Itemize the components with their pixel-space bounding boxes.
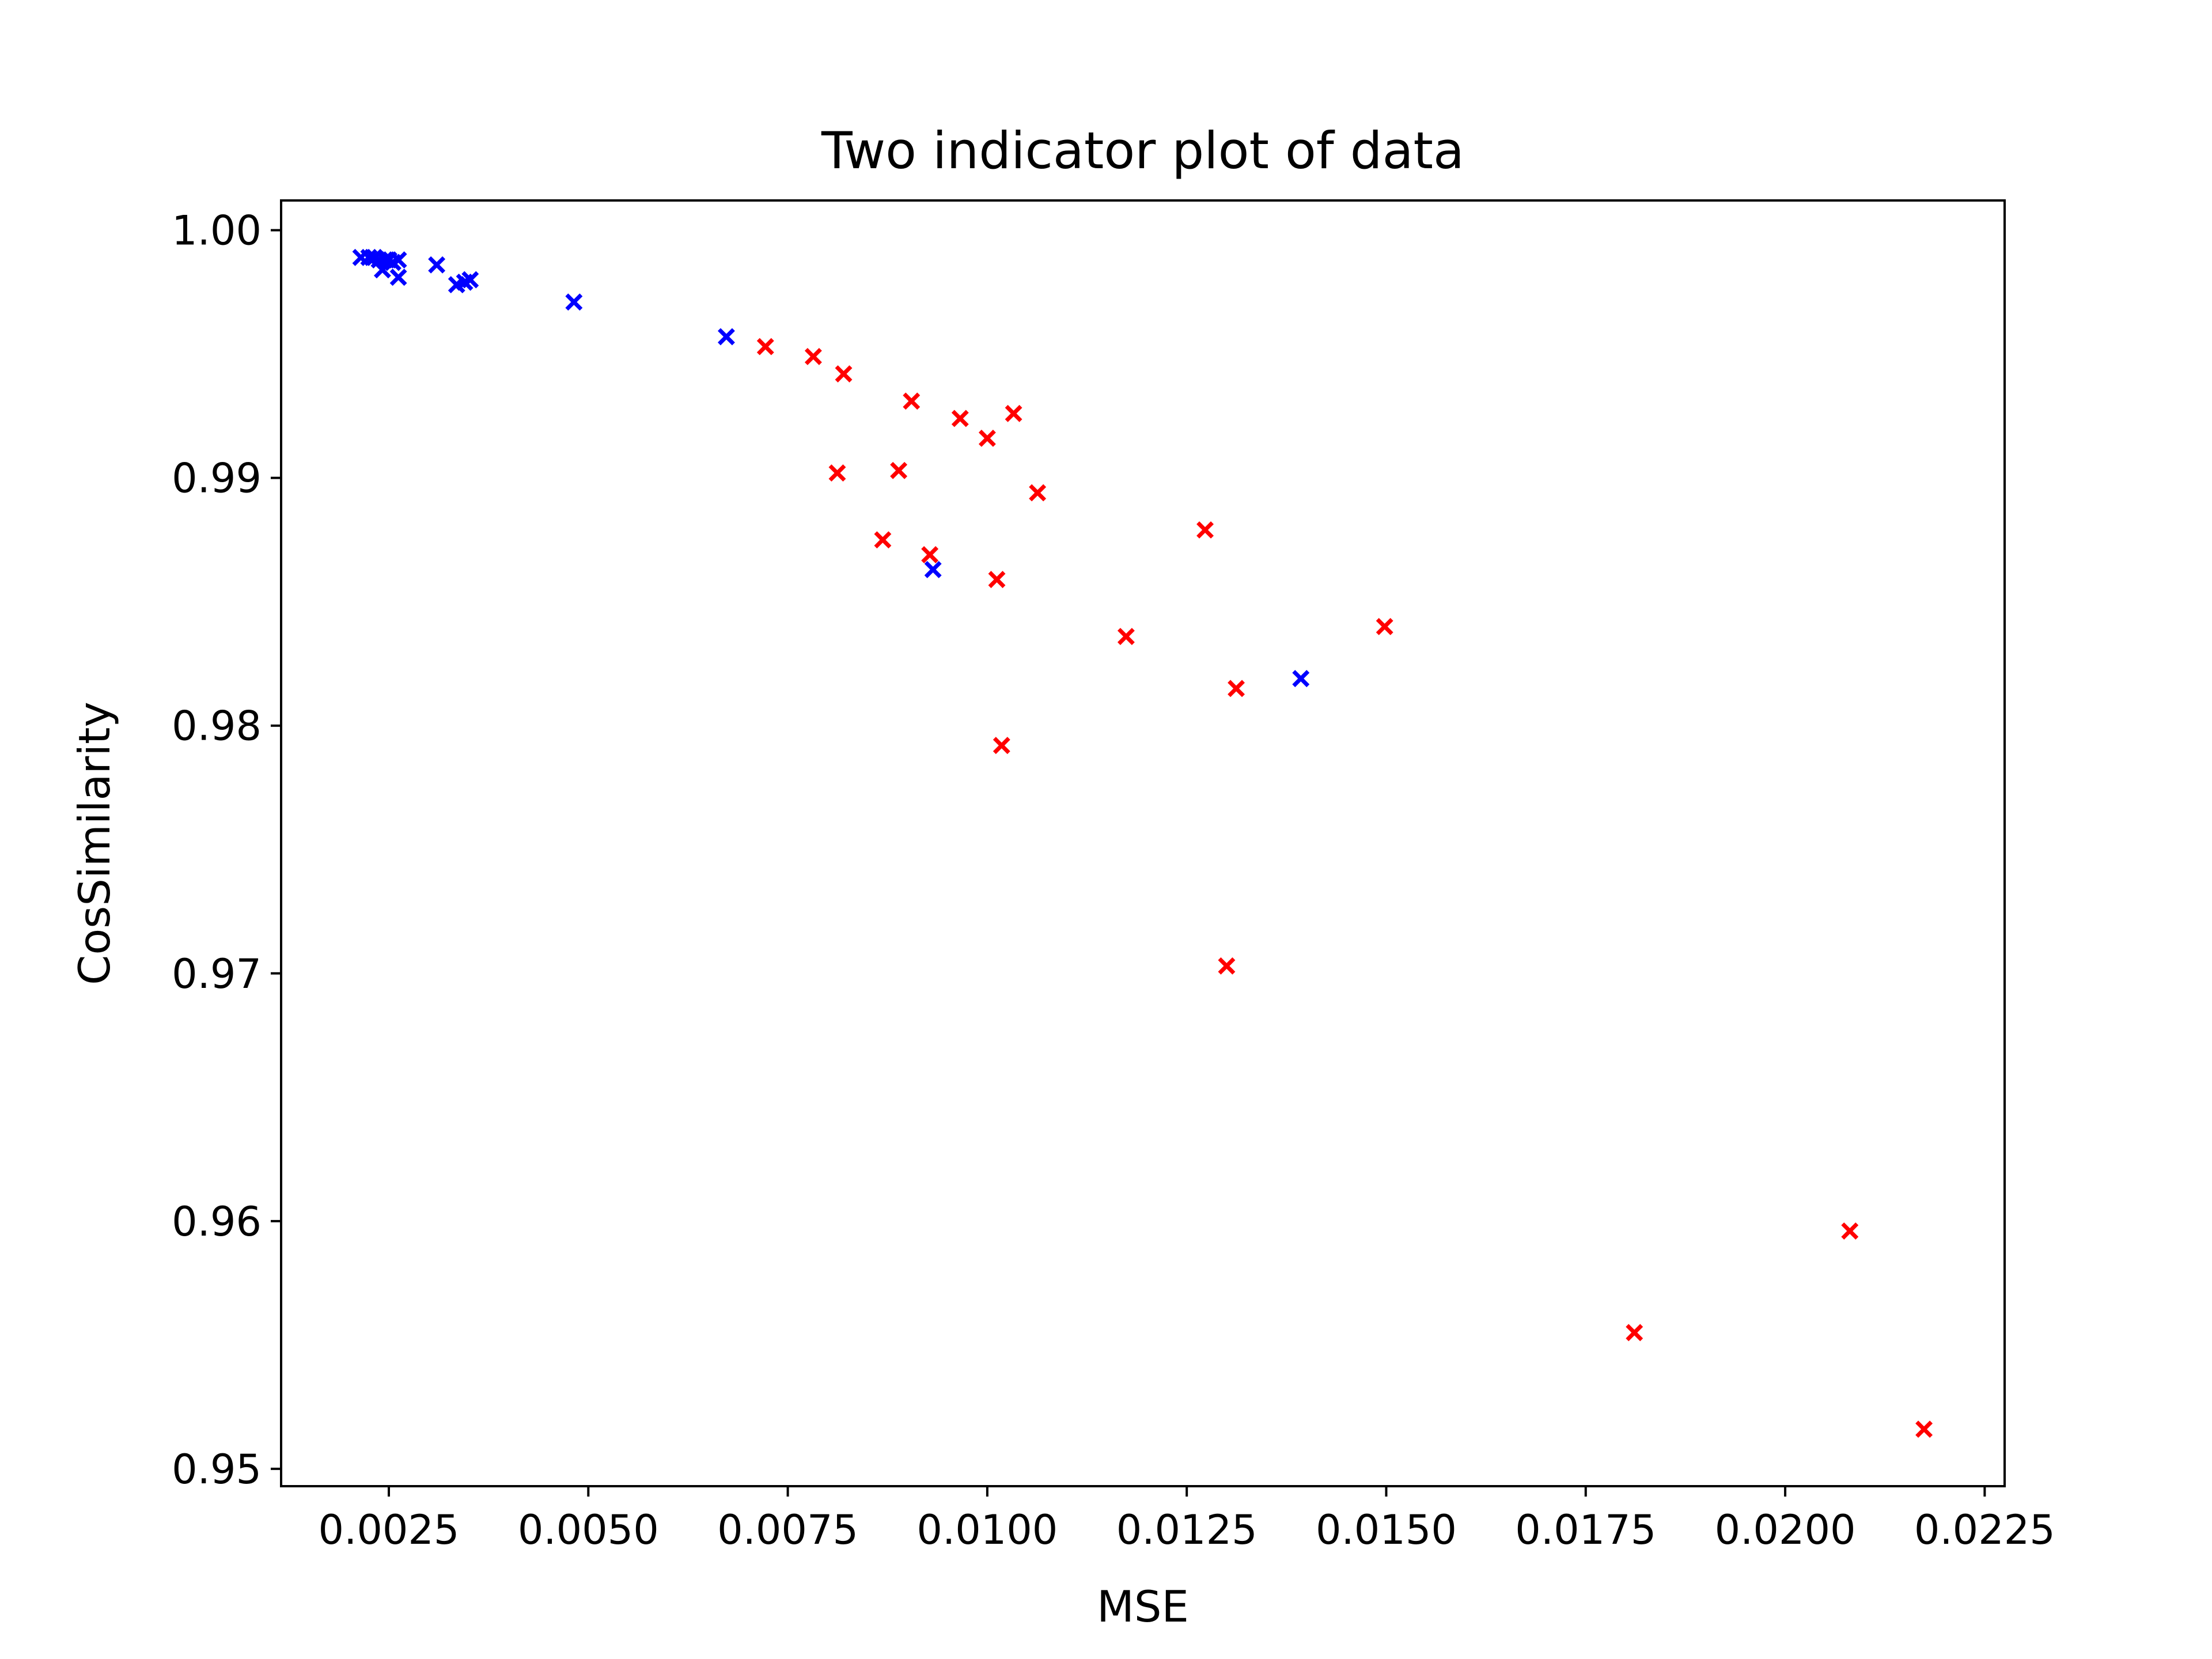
data-point-series-1 xyxy=(1117,627,1135,645)
plot-area-frame xyxy=(280,199,2006,1487)
x-tick-label: 0.0025 xyxy=(319,1506,460,1554)
x-tick-label: 0.0150 xyxy=(1316,1506,1457,1554)
x-tick-label: 0.0075 xyxy=(717,1506,858,1554)
data-point-series-1 xyxy=(756,338,774,355)
chart-title: Two indicator plot of data xyxy=(821,121,1464,180)
data-point-series-1 xyxy=(890,461,908,479)
data-point-series-1 xyxy=(921,546,939,563)
data-point-series-1 xyxy=(951,410,969,427)
data-point-series-0 xyxy=(373,261,391,279)
data-point-series-0 xyxy=(389,268,407,286)
data-point-series-0 xyxy=(924,560,942,578)
x-tick-label: 0.0225 xyxy=(1914,1506,2055,1554)
y-axis-label: CosSimilarity xyxy=(69,702,120,985)
data-point-series-1 xyxy=(1218,957,1236,975)
data-point-series-0 xyxy=(717,328,735,346)
data-point-series-1 xyxy=(804,347,822,365)
x-tick-label: 0.0175 xyxy=(1515,1506,1656,1554)
y-tick-label: 1.00 xyxy=(172,207,262,255)
data-point-series-1 xyxy=(1029,484,1047,502)
data-point-series-1 xyxy=(1228,680,1245,698)
data-point-series-1 xyxy=(828,464,846,482)
y-tick-label: 0.95 xyxy=(172,1446,262,1493)
data-point-series-0 xyxy=(389,251,407,269)
data-point-series-1 xyxy=(978,429,996,447)
data-point-series-1 xyxy=(1376,618,1393,635)
data-point-series-0 xyxy=(1292,670,1310,687)
x-tick-label: 0.0200 xyxy=(1715,1506,1856,1554)
data-point-series-1 xyxy=(1915,1421,1933,1438)
y-tick-label: 0.97 xyxy=(172,950,262,998)
data-point-series-1 xyxy=(1626,1324,1643,1342)
data-point-series-0 xyxy=(461,271,479,289)
data-point-series-1 xyxy=(1841,1222,1859,1240)
data-point-series-1 xyxy=(1196,521,1214,539)
y-tick-label: 0.99 xyxy=(172,455,262,502)
data-point-series-1 xyxy=(988,571,1006,588)
data-point-series-1 xyxy=(903,392,921,410)
x-axis-ticks: 0.0025 0.0050 0.0075 0.0100 0.0125 0.0150 0.01… xyxy=(319,1486,2055,1554)
data-point-series-1 xyxy=(1005,404,1022,422)
x-axis-label: MSE xyxy=(1097,1581,1189,1632)
data-points xyxy=(352,248,1933,1438)
y-tick-label: 0.98 xyxy=(172,703,262,750)
y-axis-ticks: 0.95 0.96 0.97 0.98 0.99 1.00 xyxy=(172,207,281,1493)
data-point-series-1 xyxy=(993,737,1010,755)
x-tick-label: 0.0125 xyxy=(1116,1506,1257,1554)
data-point-series-0 xyxy=(428,256,446,274)
data-point-series-0 xyxy=(565,293,583,311)
x-tick-label: 0.0050 xyxy=(518,1506,659,1554)
x-tick-label: 0.0100 xyxy=(916,1506,1058,1554)
y-tick-label: 0.96 xyxy=(172,1198,262,1245)
data-point-series-1 xyxy=(874,531,892,549)
data-point-series-1 xyxy=(835,365,853,382)
